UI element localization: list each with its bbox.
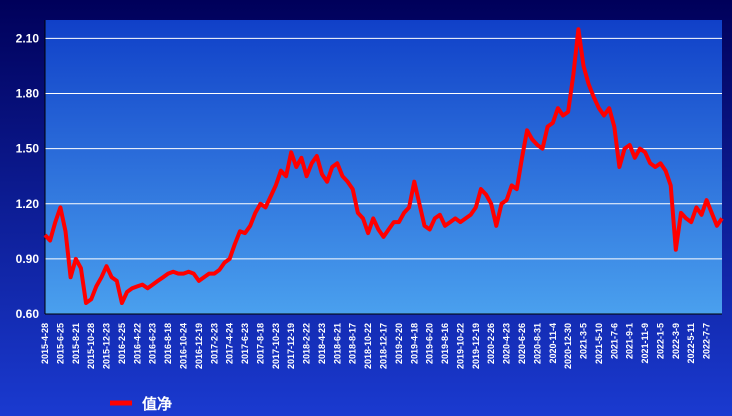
x-tick-label: 2022-5-11 [686,323,696,364]
y-tick-label: 1.20 [16,197,40,211]
x-tick-label: 2019-8-16 [440,323,450,364]
x-tick-label: 2018-6-21 [332,323,342,364]
x-tick-label: 2015-8-21 [71,323,81,364]
line [43,27,724,305]
x-tick-label: 2016-12-19 [194,323,204,369]
x-tick-label: 2018-12-17 [379,323,389,369]
y-tick-label: 0.90 [16,252,40,266]
x-tick-label: 2020-2-26 [486,323,496,364]
x-tick-label: 2018-10-22 [363,323,373,369]
x-tick-label: 2021-9-1 [625,323,635,359]
x-tick-label: 2019-6-20 [425,323,435,364]
x-tick-label: 2019-10-22 [455,323,465,369]
x-tick-label: 2020-12-30 [563,323,573,369]
x-tick-label: 2017-12-19 [286,323,296,369]
x-tick-label: 2020-6-26 [517,323,527,364]
x-tick-label: 2016-8-18 [163,323,173,364]
x-tick-label: 2017-8-18 [255,323,265,364]
x-tick-label: 2017-4-24 [225,323,235,364]
x-tick-label: 2016-10-24 [178,323,188,369]
x-tick-label: 2021-11-9 [640,323,650,364]
plot-area [45,20,722,314]
y-tick-label: 0.60 [16,307,40,321]
x-tick-label: 2021-3-5 [579,323,589,359]
x-tick-label: 2017-10-23 [271,323,281,369]
x-tick-label: 2016-4-22 [132,323,142,364]
x-tick-label: 2021-5-10 [594,323,604,364]
x-tick-label: 2018-4-23 [317,323,327,364]
y-tick-label: 1.50 [16,142,40,156]
x-tick-label: 2020-4-23 [502,323,512,364]
x-tick-label: 2018-2-22 [302,323,312,364]
legend-label: 值净 [142,395,172,413]
x-tick-label: 2021-7-6 [609,323,619,359]
x-tick-label: 2015-10-28 [86,323,96,369]
x-tick-label: 2015-4-28 [40,323,50,364]
x-tick-label: 2015-6-25 [55,323,65,364]
y-tick-label: 2.10 [16,31,40,45]
x-tick-label: 2022-3-9 [671,323,681,359]
x-tick-label: 2017-6-23 [240,323,250,364]
x-tick-label: 2019-2-20 [394,323,404,364]
x-tick-label: 2016-6-23 [148,323,158,364]
x-tick-label: 2020-8-31 [532,323,542,364]
x-tick-label: 2015-12-23 [102,323,112,369]
x-tick-label: 2018-8-17 [348,323,358,364]
x-tick-label: 2022-7-7 [702,323,712,359]
x-tick-label: 2022-1-5 [655,323,665,359]
x-tick-label: 2017-2-23 [209,323,219,364]
x-tick-label: 2016-2-25 [117,323,127,364]
x-tick-label: 2019-4-18 [409,323,419,364]
y-tick-label: 1.80 [16,87,40,101]
x-tick-label: 2020-11-4 [548,323,558,364]
x-tick-label: 2019-12-19 [471,323,481,369]
